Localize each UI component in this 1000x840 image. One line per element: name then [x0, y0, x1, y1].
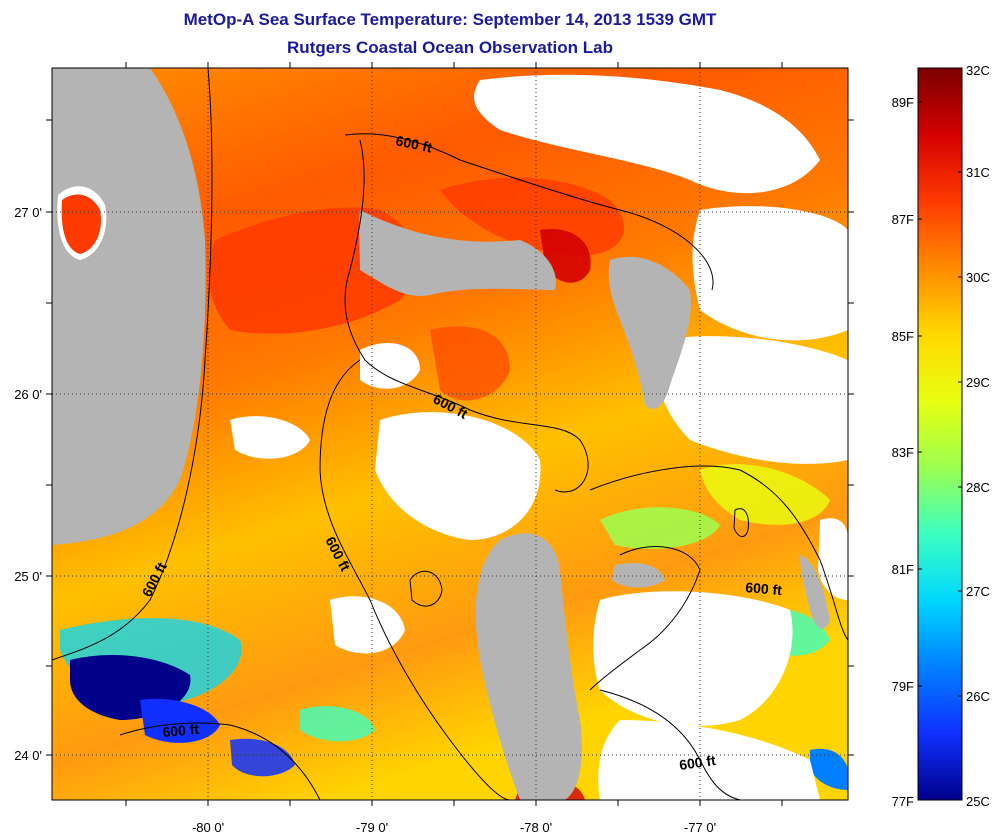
map-title: MetOp-A Sea Surface Temperature: Septemb…	[183, 10, 717, 29]
x-tick-label: -80 0'	[192, 820, 224, 835]
x-tick-label: -79 0'	[356, 820, 388, 835]
depth-contours	[52, 68, 848, 800]
contour-label: 600 ft	[745, 579, 783, 598]
celsius-label: 27C	[966, 584, 990, 599]
celsius-label: 30C	[966, 270, 990, 285]
fahrenheit-label: 79F	[892, 679, 914, 694]
celsius-label: 28C	[966, 480, 990, 495]
map-plot-area: 600 ft 600 ft 600 ft 600 ft 600 ft 600 f…	[52, 68, 848, 800]
fahrenheit-label: 81F	[892, 562, 914, 577]
colorbar-fahrenheit-labels: 89F 87F 85F 83F 81F 79F 77F	[892, 95, 914, 809]
celsius-label: 26C	[966, 689, 990, 704]
celsius-label: 32C	[966, 63, 990, 78]
colorbar-celsius-labels: 32C 31C 30C 29C 28C 27C 26C 25C	[966, 63, 990, 809]
fahrenheit-label: 77F	[892, 794, 914, 809]
new-providence-island	[612, 563, 665, 588]
x-tick-label: -77 0'	[684, 820, 716, 835]
map-subtitle: Rutgers Coastal Ocean Observation Lab	[287, 38, 613, 57]
florida-peninsula	[52, 68, 206, 545]
y-tick-label: 27 0'	[14, 205, 42, 220]
celsius-label: 31C	[966, 165, 990, 180]
eleuthera-island	[800, 555, 830, 629]
colorbar: 32C 31C 30C 29C 28C 27C 26C 25C 89F 87F …	[892, 63, 990, 809]
axis-ticks	[46, 62, 854, 806]
lake-okeechobee	[57, 186, 107, 260]
fahrenheit-label: 83F	[892, 445, 914, 460]
no-data-areas	[230, 74, 848, 800]
celsius-label: 25C	[966, 794, 990, 809]
colorbar-gradient	[917, 67, 963, 801]
contour-label: 600 ft	[678, 752, 717, 773]
great-abaco-island	[608, 256, 691, 409]
y-axis-labels: 27 0' 26 0' 25 0' 24 0'	[14, 205, 42, 763]
celsius-label: 29C	[966, 375, 990, 390]
map-grid	[52, 68, 848, 800]
contour-label: 600 ft	[394, 132, 433, 155]
map-frame	[51, 67, 849, 801]
y-tick-label: 26 0'	[14, 387, 42, 402]
fahrenheit-label: 87F	[892, 212, 914, 227]
grand-bahama-island	[359, 210, 556, 296]
x-tick-label: -78 0'	[520, 820, 552, 835]
andros-island	[475, 533, 582, 800]
fahrenheit-label: 85F	[892, 329, 914, 344]
y-tick-label: 24 0'	[14, 748, 42, 763]
cool-sst-patches	[60, 464, 848, 790]
x-axis-labels: -80 0' -79 0' -78 0' -77 0'	[192, 820, 716, 835]
contour-label: 600 ft	[162, 721, 200, 740]
land-masses	[52, 68, 830, 800]
fahrenheit-label: 89F	[892, 95, 914, 110]
y-tick-label: 25 0'	[14, 569, 42, 584]
